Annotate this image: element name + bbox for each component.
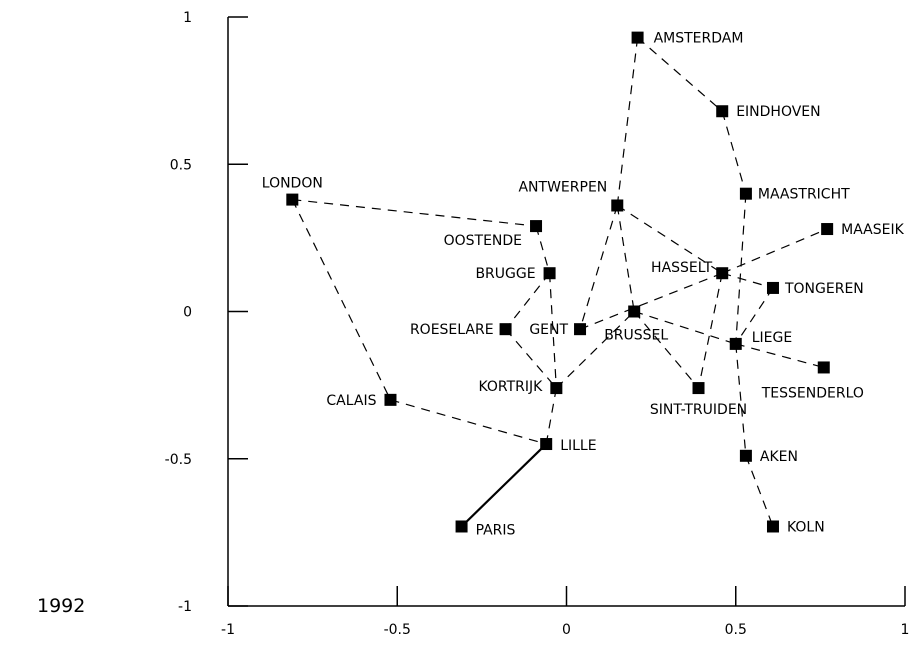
city-label: LIEGE	[752, 330, 792, 346]
city-marker	[628, 305, 641, 318]
x-tick-label: 0	[562, 622, 571, 638]
connection-lines	[291, 37, 828, 528]
city-marker	[821, 223, 834, 236]
city-marker	[530, 220, 543, 233]
city-label: LONDON	[262, 176, 323, 192]
city-label: LILLE	[560, 438, 596, 454]
city-label: MAASTRICHT	[758, 187, 850, 203]
city-label: BRUSSEL	[604, 328, 668, 344]
connection-line	[735, 193, 747, 344]
city-label: OOSTENDE	[444, 233, 522, 249]
connection-line	[535, 225, 551, 274]
x-tick-label: -1	[221, 622, 235, 638]
city-marker	[817, 361, 830, 374]
y-tick-label: 1	[183, 10, 192, 26]
city-label: ROESELARE	[410, 322, 494, 338]
connection-line	[292, 198, 537, 227]
city-label: TONGEREN	[784, 281, 864, 297]
city-markers	[286, 31, 834, 533]
city-marker	[729, 337, 742, 350]
x-tick-label: -0.5	[384, 622, 411, 638]
x-tick-label: 0.5	[725, 622, 747, 638]
connection-line	[390, 399, 547, 445]
city-label: PARIS	[476, 522, 516, 538]
connection-line	[291, 199, 392, 401]
connection-line	[721, 228, 828, 274]
year-caption: 1992	[37, 595, 86, 617]
connection-line	[579, 272, 723, 330]
city-marker	[766, 281, 779, 294]
connection-line	[721, 111, 747, 194]
connection-line	[697, 273, 723, 389]
connection-line	[616, 204, 723, 274]
city-label: EINDHOVEN	[736, 104, 820, 120]
connection-line	[616, 205, 635, 312]
connection-line	[545, 387, 557, 445]
city-marker	[574, 323, 587, 336]
city-label: TESSENDERLO	[761, 385, 864, 401]
connection-line	[633, 311, 699, 389]
connection-line	[616, 37, 639, 206]
city-label: CALAIS	[326, 393, 376, 409]
y-tick-label: 0	[183, 305, 192, 321]
city-label: HASSELT	[651, 260, 713, 276]
city-marker	[739, 187, 752, 200]
x-tick-label: 1	[901, 622, 910, 638]
city-marker	[716, 267, 729, 280]
city-label: GENT	[529, 322, 568, 338]
city-label: KORTRIJK	[478, 379, 543, 395]
city-marker	[499, 323, 512, 336]
connection-line	[555, 311, 635, 389]
connection-line	[579, 205, 618, 330]
city-marker	[739, 449, 752, 462]
city-marker	[550, 382, 563, 395]
city-label: KOLN	[787, 519, 825, 535]
connection-line	[548, 273, 557, 389]
city-marker	[286, 193, 299, 206]
city-marker	[543, 267, 556, 280]
city-label: ANTWERPEN	[518, 179, 607, 195]
city-marker	[455, 520, 468, 533]
connection-line	[722, 272, 774, 289]
connection-line	[745, 455, 774, 527]
connection-line	[505, 328, 557, 389]
city-label: AKEN	[760, 449, 798, 465]
city-label: MAASEIK	[841, 222, 904, 238]
city-marker	[631, 31, 644, 44]
city-labels: AMSTERDAM EINDHOVEN MAASTRICHT MAASEIK LONDO…	[262, 31, 905, 539]
connection-line	[505, 272, 551, 330]
connection-line	[634, 310, 736, 345]
city-marker	[692, 382, 705, 395]
connection-line	[735, 287, 774, 345]
city-label: AMSTERDAM	[654, 31, 744, 47]
city-marker	[766, 520, 779, 533]
y-tick-label: -1	[178, 599, 192, 615]
y-tick-label: 0.5	[170, 157, 192, 173]
axes: -1 -0.5 0 0.5 1 -1 -0.5 0 0.5 1	[165, 10, 910, 638]
connection-line	[735, 343, 747, 456]
city-label: SINT-TRUIDEN	[650, 402, 747, 418]
city-marker	[611, 199, 624, 212]
connection-line	[735, 343, 824, 369]
city-label: BRUGGE	[475, 266, 535, 282]
city-marker	[540, 438, 553, 451]
connection-line	[460, 443, 547, 528]
city-marker	[716, 105, 729, 118]
city-marker	[384, 393, 397, 406]
y-tick-label: -0.5	[165, 452, 192, 468]
connection-line	[637, 37, 723, 112]
